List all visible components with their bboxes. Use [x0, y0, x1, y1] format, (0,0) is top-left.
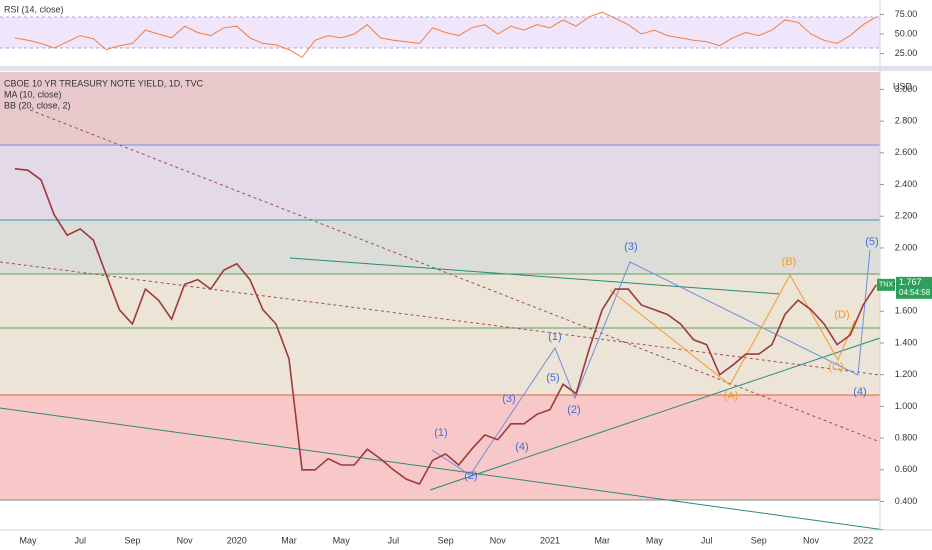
x-tick-label: Sep — [751, 535, 767, 545]
x-tick-label: Sep — [438, 535, 454, 545]
y-tick-label: 2.400 — [895, 179, 918, 189]
wave-label: (3) — [502, 393, 515, 405]
x-tick-label: Jul — [701, 535, 713, 545]
y-tick-label: 2.800 — [895, 116, 918, 126]
pane-separator — [0, 66, 932, 71]
series-line — [14, 11, 877, 59]
zone — [0, 274, 880, 395]
currency: USD — [893, 81, 913, 91]
x-tick-label: Mar — [281, 535, 297, 545]
countdown: 04:54:58 — [899, 288, 931, 297]
x-tick-label: 2022 — [853, 535, 873, 545]
y-tick-label: 25.00 — [895, 48, 918, 58]
y-tick-label: 1.600 — [895, 306, 918, 316]
x-tick-label: Nov — [803, 535, 820, 545]
zone — [0, 395, 880, 500]
wave-label: (4) — [515, 441, 528, 453]
rsi-band — [0, 17, 880, 48]
y-tick-label: 1.000 — [895, 401, 918, 411]
x-tick-label: Jul — [388, 535, 400, 545]
x-tick-label: Sep — [124, 535, 140, 545]
trend-line — [0, 261, 881, 376]
trend-line — [429, 337, 881, 491]
symbol-badge — [877, 278, 895, 291]
y-tick-label: 2.600 — [895, 147, 918, 157]
y-tick-label: 0.600 — [895, 464, 918, 474]
wave-line — [609, 273, 856, 386]
x-tick-label: Nov — [177, 535, 194, 545]
wave-line — [431, 249, 871, 476]
wave-label: (3) — [624, 241, 637, 253]
trend-line — [289, 257, 781, 295]
indicator-label: BB (20, close, 2) — [4, 100, 71, 110]
y-tick-label: 2.000 — [895, 242, 918, 252]
x-tick-label: May — [333, 535, 351, 545]
wave-label: (A) — [724, 390, 739, 402]
zone — [0, 220, 880, 274]
zone — [0, 145, 880, 220]
wave-label: (2) — [567, 404, 580, 416]
y-tick-label: 75.00 — [895, 9, 918, 19]
x-tick-label: 2020 — [227, 535, 247, 545]
y-tick-label: 50.00 — [895, 28, 918, 38]
y-tick-label: 0.400 — [895, 496, 918, 506]
x-tick-label: May — [19, 535, 37, 545]
x-tick-label: Jul — [74, 535, 86, 545]
x-tick-label: May — [646, 535, 664, 545]
trend-line — [29, 109, 881, 443]
zone — [0, 72, 880, 145]
wave-label: (5) — [865, 236, 878, 248]
x-tick-label: 2021 — [540, 535, 560, 545]
series-line — [14, 167, 877, 485]
wave-label: (B) — [782, 256, 797, 268]
wave-label: (1) — [434, 427, 447, 439]
y-tick-label: 1.200 — [895, 369, 918, 379]
wave-label: (C) — [828, 361, 843, 373]
wave-label: (1) — [548, 331, 561, 343]
chart-title: CBOE 10 YR TREASURY NOTE YIELD, 1D, TVC — [4, 78, 204, 88]
trend-line — [0, 407, 886, 531]
x-tick-label: Mar — [594, 535, 610, 545]
rsi-title: RSI (14, close) — [4, 4, 64, 14]
wave-label: (2) — [464, 470, 477, 482]
last-price: 1.767 — [899, 277, 922, 287]
wave-label: (D) — [834, 309, 849, 321]
x-tick-label: Nov — [490, 535, 507, 545]
y-tick-label: 3.000 — [895, 84, 918, 94]
y-tick-label: 2.200 — [895, 211, 918, 221]
symbol: TNX — [879, 282, 893, 289]
indicator-label: MA (10, close) — [4, 89, 62, 99]
y-tick-label: 1.400 — [895, 337, 918, 347]
price-badge — [896, 276, 932, 299]
wave-label: (4) — [853, 386, 866, 398]
y-tick-label: 0.800 — [895, 432, 918, 442]
wave-label: (5) — [546, 372, 559, 384]
